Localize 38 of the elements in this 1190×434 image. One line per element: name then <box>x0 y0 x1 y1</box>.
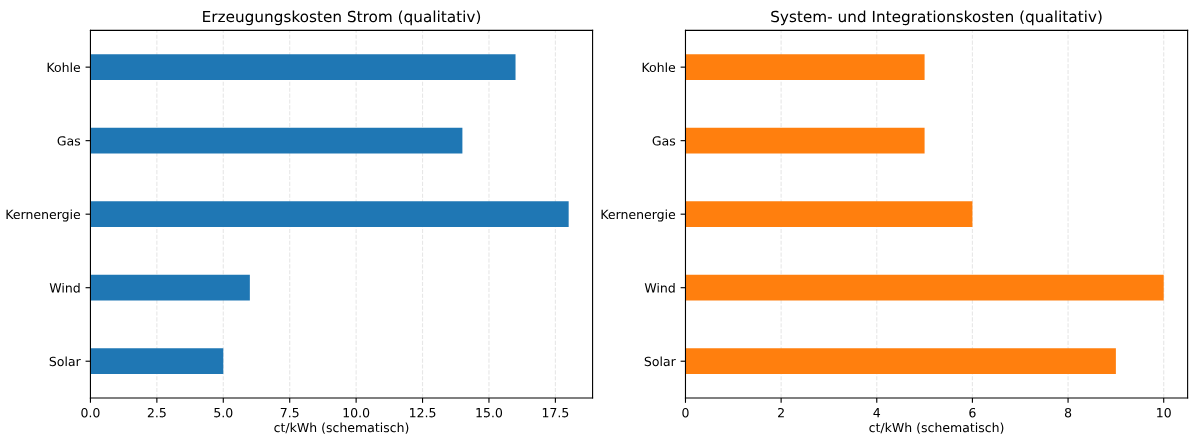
bar <box>685 54 925 81</box>
bar <box>685 274 1164 301</box>
chart-title: Erzeugungskosten Strom (qualitativ) <box>203 10 481 26</box>
x-tick-label: 12.5 <box>410 407 436 418</box>
x-tick-label: 0.0 <box>81 407 100 418</box>
y-tick-label: Gas <box>652 136 676 146</box>
bar <box>90 127 463 154</box>
y-tick-label: Solar <box>644 356 676 367</box>
x-tick-label: 2 <box>778 407 784 418</box>
y-tick-label: Kernenergie <box>6 209 81 222</box>
x-tick-label: 10.0 <box>343 407 370 418</box>
x-tick-label: 4 <box>873 408 881 418</box>
y-tick-label: Kernenergie <box>601 209 676 222</box>
bar <box>685 348 1116 375</box>
x-tick-label: 8 <box>1064 407 1072 418</box>
x-axis-title: ct/kWh (schematisch) <box>274 422 409 434</box>
y-tick-label: Gas <box>57 136 81 146</box>
bar <box>90 348 224 375</box>
y-tick-label: Kohle <box>642 62 676 73</box>
x-tick-label: 6 <box>969 407 976 418</box>
x-tick-label: 5.0 <box>214 407 233 418</box>
bar <box>90 54 516 81</box>
x-tick-label: 17.5 <box>542 408 569 418</box>
x-axis-title: ct/kWh (schematisch) <box>869 422 1004 434</box>
x-tick-label: 7.5 <box>280 408 299 418</box>
chart-title: System- und Integrationskosten (qualitativ) <box>771 10 1102 26</box>
y-tick-label: Kohle <box>47 62 81 73</box>
x-tick-label: 0 <box>682 407 689 418</box>
x-tick-label: 15.0 <box>476 407 503 418</box>
y-tick-label: Wind <box>49 282 80 293</box>
y-tick-label: Solar <box>49 356 81 367</box>
x-tick-label: 10 <box>1157 407 1171 418</box>
bar <box>685 201 973 228</box>
bar <box>685 127 925 154</box>
x-tick-label: 2.5 <box>147 407 166 418</box>
y-tick-label: Wind <box>644 282 675 293</box>
bar <box>90 201 569 228</box>
bar <box>90 274 250 301</box>
